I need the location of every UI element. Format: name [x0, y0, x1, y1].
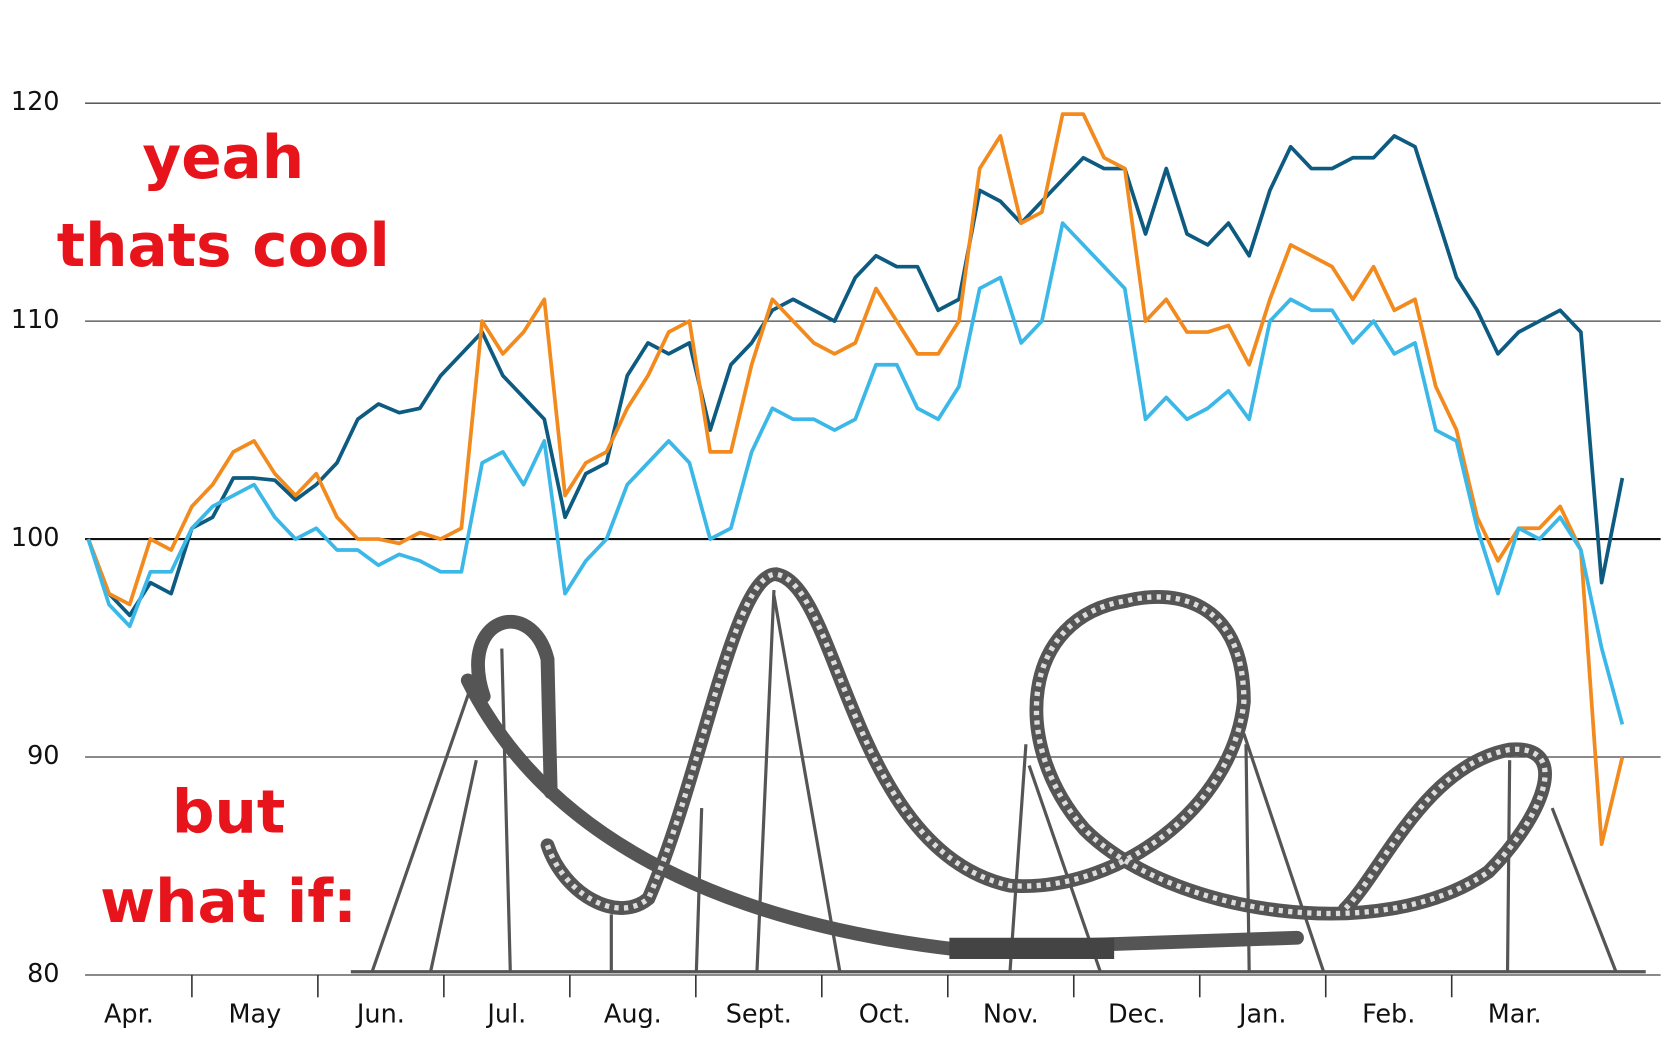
series-line	[86, 134, 1625, 618]
x-tick-label: May	[229, 999, 282, 1029]
x-tick-label: Jan.	[1237, 999, 1286, 1029]
x-tick-label: Apr.	[104, 999, 154, 1029]
x-tick-label: Aug.	[604, 999, 662, 1029]
x-tick-label: Jun.	[355, 999, 405, 1029]
y-tick-label: 100	[11, 523, 60, 553]
annotation: yeah	[142, 124, 304, 193]
x-tick-label: Nov.	[983, 999, 1039, 1029]
series-line	[86, 112, 1625, 847]
x-tick-label: Jul.	[485, 999, 526, 1029]
series-line	[86, 221, 1625, 725]
roller-coaster	[350, 567, 1646, 974]
annotation: but	[172, 779, 285, 848]
y-tick-label: 110	[11, 305, 60, 335]
y-tick-label: 120	[11, 87, 60, 117]
x-tick-label: Mar.	[1488, 999, 1542, 1029]
x-tick-label: Oct.	[859, 999, 911, 1029]
x-tick-label: Feb.	[1362, 999, 1415, 1029]
annotation: thats cool	[57, 212, 390, 281]
x-tick-label: Sept.	[726, 999, 792, 1029]
annotation: what if:	[100, 868, 357, 937]
x-tick-label: Dec.	[1108, 999, 1165, 1029]
y-tick-label: 80	[27, 959, 59, 989]
y-tick-label: 90	[27, 741, 59, 771]
